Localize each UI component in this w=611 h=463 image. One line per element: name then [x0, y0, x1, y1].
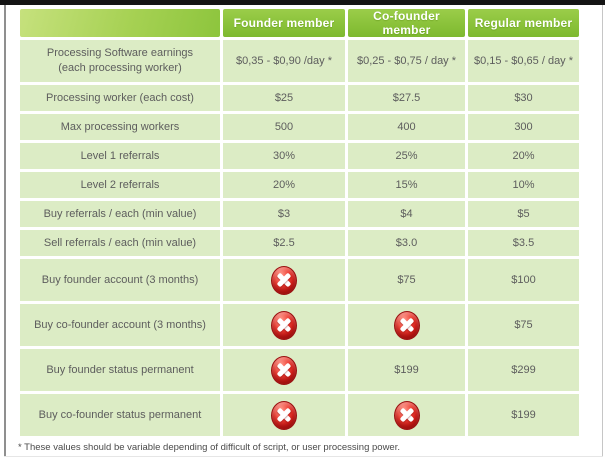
row-label: Level 1 referrals	[20, 143, 220, 169]
right-border-line	[602, 5, 603, 456]
row-label: Buy co-founder status permanent	[20, 394, 220, 436]
cell-value: 300	[468, 114, 579, 140]
red-cross-icon	[393, 310, 420, 340]
row-label: Sell referrals / each (min value)	[20, 230, 220, 256]
cell-value: $75	[468, 304, 579, 346]
bottom-border-line	[4, 456, 603, 457]
corner-header-cell	[20, 9, 220, 37]
cell-value	[223, 259, 345, 301]
cell-value: $299	[468, 349, 579, 391]
table-row: Processing Software earnings (each proce…	[20, 40, 579, 82]
row-label: Max processing workers	[20, 114, 220, 140]
page-content: Founder member Co-founder member Regular m…	[17, 6, 592, 453]
red-cross-icon	[271, 265, 297, 295]
cell-value: $75	[348, 259, 465, 301]
red-cross-icon	[271, 310, 297, 340]
cell-value: 10%	[468, 172, 579, 198]
table-row: Buy co-founder account (3 months) $75	[20, 304, 579, 346]
cell-value: 20%	[223, 172, 345, 198]
cell-value: $25	[223, 85, 345, 111]
cell-value: $3	[223, 201, 345, 227]
red-cross-icon	[271, 400, 297, 430]
pricing-table: Founder member Co-founder member Regular m…	[17, 6, 582, 439]
table-row: Sell referrals / each (min value) $2.5 $3.…	[20, 230, 579, 256]
cell-value: $0,25 - $0,75 / day *	[348, 40, 465, 82]
table-row: Buy founder account (3 months) $75 $100	[20, 259, 579, 301]
cell-value	[223, 304, 345, 346]
top-border-bar	[0, 0, 605, 5]
row-label: Processing worker (each cost)	[20, 85, 220, 111]
row-label: Buy founder status permanent	[20, 349, 220, 391]
table-row: Max processing workers 500 400 300	[20, 114, 579, 140]
table-row: Buy founder status permanent $199 $299	[20, 349, 579, 391]
cell-value: $100	[468, 259, 579, 301]
cell-value	[348, 394, 465, 436]
cell-value: 400	[348, 114, 465, 140]
row-label: Level 2 referrals	[20, 172, 220, 198]
cell-value: $27.5	[348, 85, 465, 111]
table-row: Level 1 referrals 30% 25% 20%	[20, 143, 579, 169]
cell-value: $2.5	[223, 230, 345, 256]
cell-value	[223, 394, 345, 436]
red-cross-icon	[271, 355, 297, 385]
cell-value: 20%	[468, 143, 579, 169]
column-header-founder-member: Founder member	[223, 9, 345, 37]
cell-value: 30%	[223, 143, 345, 169]
cell-value: $199	[468, 394, 579, 436]
cell-value	[348, 304, 465, 346]
cell-value: $0,35 - $0,90 /day *	[223, 40, 345, 82]
pricing-table-header: Founder member Co-founder member Regular m…	[20, 9, 579, 37]
cell-value: $4	[348, 201, 465, 227]
column-header-regular-member: Regular member	[468, 9, 579, 37]
cell-value: $199	[348, 349, 465, 391]
cell-value: 15%	[348, 172, 465, 198]
cell-value: $3.5	[468, 230, 579, 256]
table-row: Buy co-founder status permanent $199	[20, 394, 579, 436]
row-label: Buy co-founder account (3 months)	[20, 304, 220, 346]
table-row: Level 2 referrals 20% 15% 10%	[20, 172, 579, 198]
row-label: Processing Software earnings (each proce…	[20, 40, 220, 82]
row-label: Buy referrals / each (min value)	[20, 201, 220, 227]
footnote: * These values should be variable depend…	[18, 442, 400, 453]
table-row: Processing worker (each cost) $25 $27.5 $30	[20, 85, 579, 111]
cell-value: $0,15 - $0,65 / day *	[468, 40, 579, 82]
table-row: Buy referrals / each (min value) $3 $4 $5	[20, 201, 579, 227]
left-border-line	[4, 5, 6, 457]
cell-value: $5	[468, 201, 579, 227]
column-header-co-founder-member: Co-founder member	[348, 9, 465, 37]
cell-value: $3.0	[348, 230, 465, 256]
red-cross-icon	[393, 400, 420, 430]
cell-value: $30	[468, 85, 579, 111]
cell-value: 25%	[348, 143, 465, 169]
row-label: Buy founder account (3 months)	[20, 259, 220, 301]
cell-value	[223, 349, 345, 391]
cell-value: 500	[223, 114, 345, 140]
pricing-table-body: Processing Software earnings (each proce…	[20, 40, 579, 436]
